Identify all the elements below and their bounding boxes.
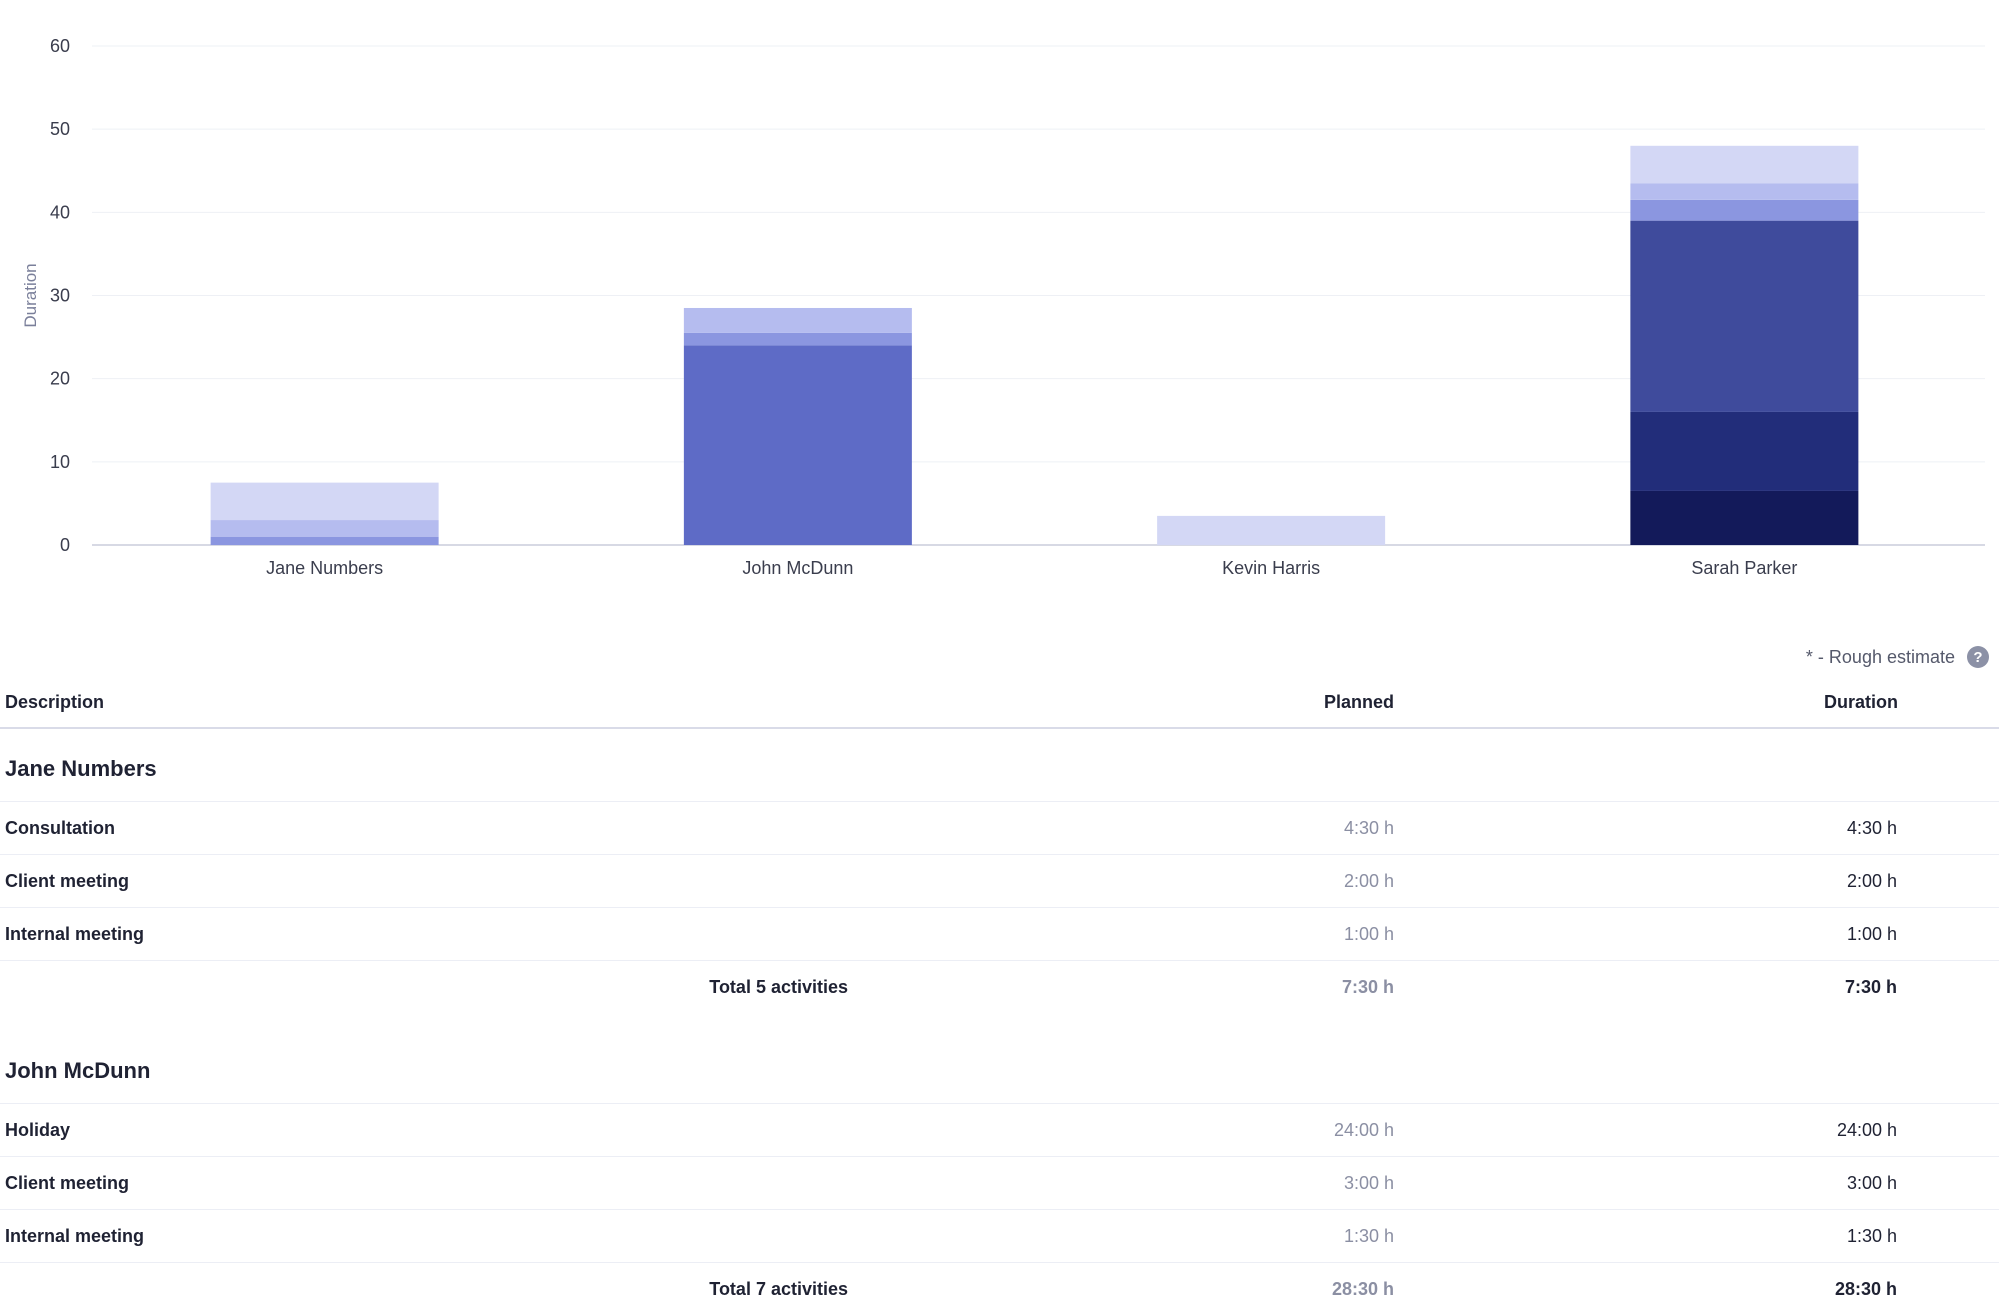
header-duration[interactable]: Duration (1824, 692, 1898, 712)
row-planned: 1:30 h (1343, 1225, 1394, 1246)
row-planned: 3:00 h (1343, 1172, 1394, 1193)
bar-segment (683, 345, 912, 545)
y-tick-label: 30 (50, 286, 70, 306)
x-tick-label: Sarah Parker (1691, 558, 1797, 578)
total-planned: 7:30 h (1341, 976, 1394, 997)
y-tick-label: 50 (50, 119, 70, 139)
row-duration: 2:00 h (1846, 870, 1897, 891)
table-row: Holiday 24:00 h 24:00 h (0, 1104, 1999, 1157)
table-row: Internal meeting 1:30 h 1:30 h (0, 1210, 1999, 1263)
y-tick-label: 0 (60, 535, 70, 555)
row-duration: 3:00 h (1846, 1172, 1897, 1193)
row-duration: 4:30 h (1846, 817, 1897, 838)
y-tick-label: 60 (50, 36, 70, 56)
help-icon[interactable]: ? (1967, 646, 1989, 668)
bar-segment (1630, 145, 1859, 184)
activity-table: Description Planned Duration Jane Number… (0, 678, 1999, 1315)
y-tick-label: 20 (50, 369, 70, 389)
total-duration: 28:30 h (1834, 1278, 1897, 1299)
row-planned: 4:30 h (1343, 817, 1394, 838)
y-tick-label: 10 (50, 452, 70, 472)
row-planned: 1:00 h (1343, 923, 1394, 944)
row-description: Internal meeting (5, 923, 145, 944)
total-label: Total 5 activities (709, 976, 848, 997)
table-header: Description Planned Duration (0, 678, 1999, 729)
x-tick-label: John McDunn (742, 558, 853, 578)
bar-segment (1630, 183, 1859, 200)
bar-segment (683, 307, 912, 333)
bar-segment (683, 332, 912, 346)
group-title: Jane Numbers (0, 729, 1999, 802)
header-planned[interactable]: Planned (1323, 692, 1394, 712)
bar-segment (1630, 411, 1859, 491)
header-description[interactable]: Description (5, 692, 105, 712)
bar-segment (1157, 515, 1386, 545)
rough-estimate-note: * - Rough estimate ? (1806, 646, 1989, 668)
duration-chart: 0 10 20 30 40 50 60 Duration Jane Numbers John Mc… (21, 36, 1985, 578)
row-duration: 1:00 h (1846, 923, 1897, 944)
row-duration: 24:00 h (1836, 1119, 1897, 1140)
table-row: Client meeting 2:00 h 2:00 h (0, 855, 1999, 908)
x-tick-label: Kevin Harris (1222, 558, 1320, 578)
row-duration: 1:30 h (1846, 1225, 1897, 1246)
y-axis-title: Duration (21, 263, 40, 327)
bar-segment (210, 536, 439, 545)
table-row: Client meeting 3:00 h 3:00 h (0, 1157, 1999, 1210)
rough-estimate-label: * - Rough estimate (1805, 646, 1955, 667)
group-total-row: Total 5 activities 7:30 h 7:30 h (0, 961, 1999, 1013)
group-total-row: Total 7 activities 28:30 h 28:30 h (0, 1263, 1999, 1315)
row-description: Client meeting (5, 1172, 130, 1193)
bar-segment (210, 520, 439, 537)
group-jane-numbers: Jane Numbers Consultation 4:30 h 4:30 h … (0, 729, 1999, 1013)
bar-segment (210, 482, 439, 521)
total-duration: 7:30 h (1844, 976, 1897, 997)
row-description: Consultation (5, 817, 115, 838)
row-planned: 24:00 h (1333, 1119, 1394, 1140)
table-row: Internal meeting 1:00 h 1:00 h (0, 908, 1999, 961)
total-planned: 28:30 h (1331, 1278, 1394, 1299)
bar-segment (1630, 490, 1859, 545)
bar-segment (1630, 199, 1859, 221)
group-title: John McDunn (0, 1031, 1999, 1104)
bar-segment (1630, 220, 1859, 412)
table-row: Consultation 4:30 h 4:30 h (0, 802, 1999, 855)
row-description: Holiday (5, 1119, 71, 1140)
y-tick-label: 40 (50, 202, 70, 222)
x-tick-label: Jane Numbers (266, 558, 383, 578)
total-label: Total 7 activities (709, 1278, 848, 1299)
row-description: Internal meeting (5, 1225, 145, 1246)
row-planned: 2:00 h (1343, 870, 1394, 891)
group-john-mcdunn: John McDunn Holiday 24:00 h 24:00 h Clie… (0, 1031, 1999, 1315)
row-description: Client meeting (5, 870, 130, 891)
